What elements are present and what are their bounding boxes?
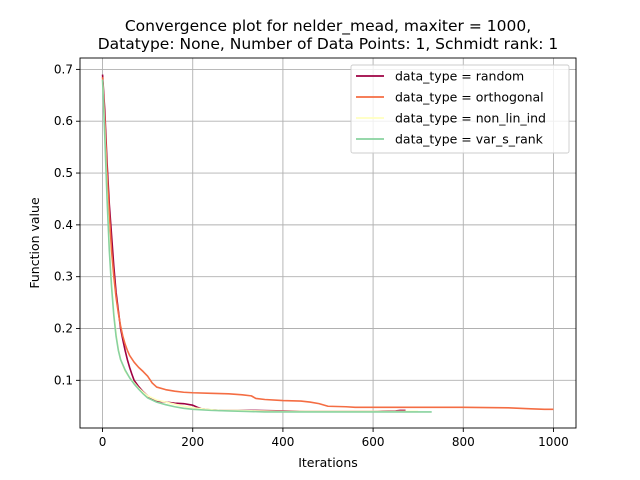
y-axis-label: Function value [27, 197, 42, 289]
x-tick-label: 1000 [538, 435, 569, 449]
legend-label-2: data_type = orthogonal [395, 90, 544, 105]
legend-frame [350, 64, 570, 154]
y-tick-label: 0.1 [54, 373, 73, 387]
series-line-4 [101, 79, 432, 413]
legend: data_type = random data_type = orthogonal… [350, 64, 570, 154]
legend-label-3: data_type = non_lin_ind [395, 111, 546, 126]
y-tick-label: 0.4 [54, 218, 73, 232]
x-tick-label: 800 [452, 435, 475, 449]
chart-title-line1: Convergence plot for nelder_mead, maxite… [125, 17, 531, 36]
y-tick-label: 0.3 [54, 270, 73, 284]
x-axis-label: Iterations [298, 455, 358, 470]
plot-frame [79, 57, 577, 429]
x-tick-label: 600 [362, 435, 385, 449]
plot-lines [101, 74, 554, 413]
x-tick-label: 400 [271, 435, 294, 449]
axis-ticks: 0 200 400 600 800 1000 0.1 0.2 0.3 0.4 0.5 0.6 0.7 [54, 62, 569, 449]
x-tick-label: 0 [99, 435, 107, 449]
y-tick-label: 0.2 [54, 322, 73, 336]
series-line-2 [101, 77, 554, 411]
legend-label-4: data_type = var_s_rank [395, 132, 544, 147]
legend-label-1: data_type = random [395, 69, 524, 84]
chart-title-line2: Datatype: None, Number of Data Points: 1… [98, 35, 559, 53]
y-tick-label: 0.5 [54, 166, 73, 180]
y-tick-label: 0.6 [54, 114, 73, 128]
x-tick-label: 200 [181, 435, 204, 449]
y-tick-label: 0.7 [54, 62, 73, 76]
